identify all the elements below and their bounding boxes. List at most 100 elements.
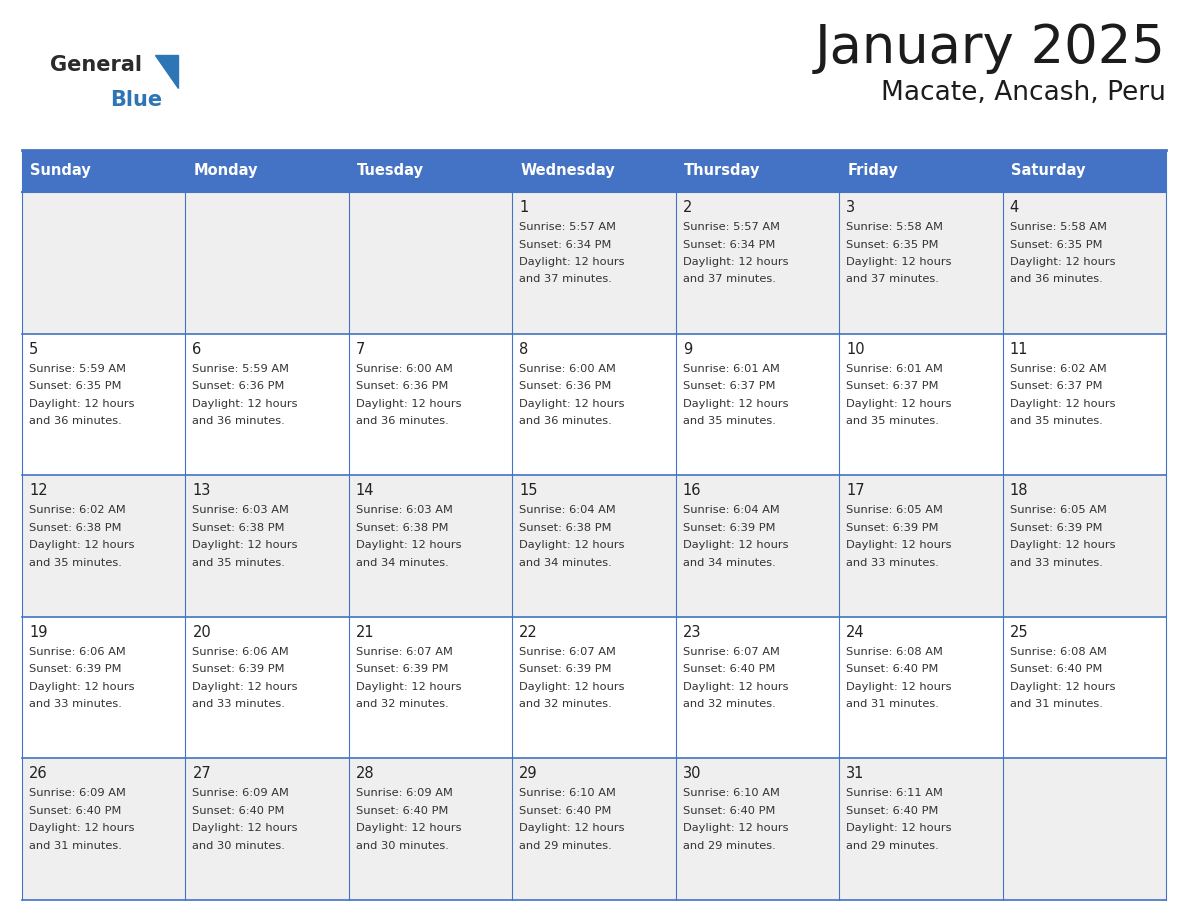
Text: 28: 28 xyxy=(356,767,374,781)
Text: 5: 5 xyxy=(29,341,38,356)
Text: and 31 minutes.: and 31 minutes. xyxy=(1010,700,1102,710)
Text: Sunrise: 6:09 AM: Sunrise: 6:09 AM xyxy=(29,789,126,799)
Text: Sunrise: 6:08 AM: Sunrise: 6:08 AM xyxy=(846,647,943,656)
Text: Sunrise: 6:07 AM: Sunrise: 6:07 AM xyxy=(519,647,617,656)
Bar xyxy=(349,333,512,476)
Text: Sunrise: 6:04 AM: Sunrise: 6:04 AM xyxy=(519,505,617,515)
Text: Sunset: 6:38 PM: Sunset: 6:38 PM xyxy=(519,522,612,532)
Text: and 34 minutes.: and 34 minutes. xyxy=(356,558,449,567)
Text: 12: 12 xyxy=(29,483,48,498)
Bar xyxy=(23,476,185,617)
Text: and 34 minutes.: and 34 minutes. xyxy=(519,558,612,567)
Text: Sunset: 6:39 PM: Sunset: 6:39 PM xyxy=(683,522,776,532)
Text: Daylight: 12 hours: Daylight: 12 hours xyxy=(846,257,952,267)
Text: and 29 minutes.: and 29 minutes. xyxy=(519,841,612,851)
Text: Daylight: 12 hours: Daylight: 12 hours xyxy=(846,823,952,834)
Text: Daylight: 12 hours: Daylight: 12 hours xyxy=(683,540,788,550)
Text: 21: 21 xyxy=(356,625,374,640)
Text: Sunset: 6:34 PM: Sunset: 6:34 PM xyxy=(683,240,775,250)
Text: and 32 minutes.: and 32 minutes. xyxy=(683,700,776,710)
Text: Sunrise: 5:58 AM: Sunrise: 5:58 AM xyxy=(1010,222,1106,232)
Bar xyxy=(512,758,676,900)
Text: Sunset: 6:40 PM: Sunset: 6:40 PM xyxy=(356,806,448,816)
Bar xyxy=(23,758,185,900)
Text: General: General xyxy=(50,55,143,75)
Text: Sunset: 6:40 PM: Sunset: 6:40 PM xyxy=(29,806,121,816)
Text: and 37 minutes.: and 37 minutes. xyxy=(519,274,612,285)
Text: and 36 minutes.: and 36 minutes. xyxy=(1010,274,1102,285)
Text: 14: 14 xyxy=(356,483,374,498)
Text: Sunset: 6:38 PM: Sunset: 6:38 PM xyxy=(356,522,448,532)
Text: Sunset: 6:36 PM: Sunset: 6:36 PM xyxy=(519,381,612,391)
Text: Sunset: 6:34 PM: Sunset: 6:34 PM xyxy=(519,240,612,250)
Text: Sunrise: 5:59 AM: Sunrise: 5:59 AM xyxy=(29,364,126,374)
Bar xyxy=(676,192,839,333)
Text: Sunset: 6:35 PM: Sunset: 6:35 PM xyxy=(29,381,121,391)
Text: Sunrise: 6:10 AM: Sunrise: 6:10 AM xyxy=(519,789,617,799)
Text: Daylight: 12 hours: Daylight: 12 hours xyxy=(519,540,625,550)
Text: Daylight: 12 hours: Daylight: 12 hours xyxy=(519,823,625,834)
Bar xyxy=(676,617,839,758)
Text: and 36 minutes.: and 36 minutes. xyxy=(519,416,612,426)
Text: 8: 8 xyxy=(519,341,529,356)
Bar xyxy=(349,476,512,617)
Bar xyxy=(676,476,839,617)
Text: 27: 27 xyxy=(192,767,211,781)
Text: Daylight: 12 hours: Daylight: 12 hours xyxy=(356,398,461,409)
Text: Sunrise: 6:00 AM: Sunrise: 6:00 AM xyxy=(356,364,453,374)
Text: Sunset: 6:36 PM: Sunset: 6:36 PM xyxy=(192,381,285,391)
Text: Daylight: 12 hours: Daylight: 12 hours xyxy=(519,682,625,692)
Text: Daylight: 12 hours: Daylight: 12 hours xyxy=(1010,682,1116,692)
Text: Sunday: Sunday xyxy=(30,163,90,178)
Text: Daylight: 12 hours: Daylight: 12 hours xyxy=(1010,257,1116,267)
Bar xyxy=(1003,333,1165,476)
Text: 31: 31 xyxy=(846,767,865,781)
Bar xyxy=(185,333,349,476)
Bar xyxy=(1003,192,1165,333)
Text: 26: 26 xyxy=(29,767,48,781)
Bar xyxy=(349,758,512,900)
Text: Sunset: 6:40 PM: Sunset: 6:40 PM xyxy=(1010,665,1102,675)
Text: 1: 1 xyxy=(519,200,529,215)
Text: Daylight: 12 hours: Daylight: 12 hours xyxy=(846,682,952,692)
Text: Daylight: 12 hours: Daylight: 12 hours xyxy=(683,682,788,692)
Text: Sunset: 6:37 PM: Sunset: 6:37 PM xyxy=(846,381,939,391)
Text: and 36 minutes.: and 36 minutes. xyxy=(192,416,285,426)
Bar xyxy=(185,617,349,758)
Text: Sunrise: 6:09 AM: Sunrise: 6:09 AM xyxy=(192,789,290,799)
Text: 15: 15 xyxy=(519,483,538,498)
Text: Daylight: 12 hours: Daylight: 12 hours xyxy=(519,398,625,409)
Text: Sunset: 6:39 PM: Sunset: 6:39 PM xyxy=(846,522,939,532)
Text: and 36 minutes.: and 36 minutes. xyxy=(29,416,121,426)
Text: Sunrise: 6:02 AM: Sunrise: 6:02 AM xyxy=(29,505,126,515)
Text: 30: 30 xyxy=(683,767,701,781)
Text: Sunset: 6:38 PM: Sunset: 6:38 PM xyxy=(29,522,121,532)
Text: Sunrise: 6:07 AM: Sunrise: 6:07 AM xyxy=(356,647,453,656)
Bar xyxy=(349,150,512,192)
Text: Tuesday: Tuesday xyxy=(356,163,424,178)
Bar xyxy=(23,617,185,758)
Text: and 35 minutes.: and 35 minutes. xyxy=(1010,416,1102,426)
Text: Sunset: 6:40 PM: Sunset: 6:40 PM xyxy=(846,665,939,675)
Text: Sunset: 6:39 PM: Sunset: 6:39 PM xyxy=(192,665,285,675)
Text: Wednesday: Wednesday xyxy=(520,163,615,178)
Text: Sunset: 6:40 PM: Sunset: 6:40 PM xyxy=(192,806,285,816)
Bar xyxy=(1003,758,1165,900)
Bar xyxy=(1003,476,1165,617)
Text: and 35 minutes.: and 35 minutes. xyxy=(683,416,776,426)
Text: and 33 minutes.: and 33 minutes. xyxy=(1010,558,1102,567)
Bar xyxy=(839,758,1003,900)
Text: 13: 13 xyxy=(192,483,210,498)
Text: Sunrise: 5:58 AM: Sunrise: 5:58 AM xyxy=(846,222,943,232)
Text: Daylight: 12 hours: Daylight: 12 hours xyxy=(29,682,134,692)
Bar xyxy=(185,192,349,333)
Text: Sunrise: 6:01 AM: Sunrise: 6:01 AM xyxy=(683,364,779,374)
Text: 23: 23 xyxy=(683,625,701,640)
Bar xyxy=(512,150,676,192)
Text: Daylight: 12 hours: Daylight: 12 hours xyxy=(192,823,298,834)
Bar xyxy=(1003,617,1165,758)
Bar xyxy=(1003,150,1165,192)
Text: Sunrise: 6:01 AM: Sunrise: 6:01 AM xyxy=(846,364,943,374)
Text: Daylight: 12 hours: Daylight: 12 hours xyxy=(683,398,788,409)
Bar xyxy=(839,476,1003,617)
